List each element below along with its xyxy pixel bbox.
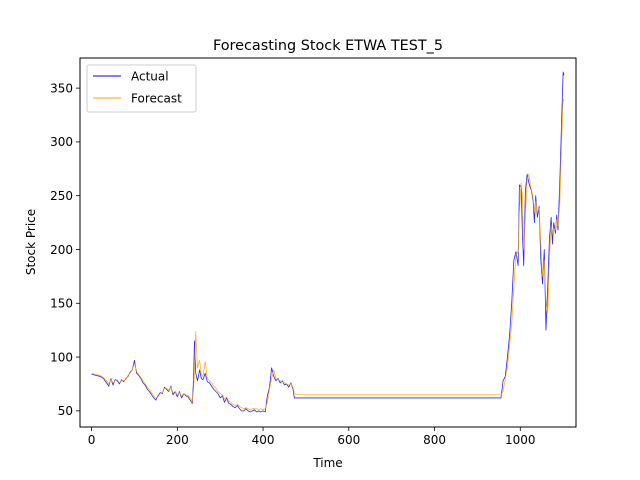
- x-tick-label: 800: [423, 433, 446, 447]
- y-tick-label: 150: [50, 297, 73, 311]
- x-tick-label: 0: [88, 433, 96, 447]
- y-tick-label: 50: [58, 404, 73, 418]
- y-tick-label: 200: [50, 243, 73, 257]
- y-tick-label: 100: [50, 350, 73, 364]
- legend-label-actual: Actual: [131, 70, 169, 84]
- legend: Actual Forecast: [86, 64, 197, 113]
- x-axis: 0 200 400 600 800 1000: [88, 427, 536, 447]
- x-tick-label: 1000: [505, 433, 536, 447]
- y-tick-label: 250: [50, 189, 73, 203]
- x-axis-label: Time: [312, 456, 342, 470]
- series-layer: [91, 71, 565, 413]
- legend-label-forecast: Forecast: [131, 92, 182, 106]
- y-axis-label: Stock Price: [24, 209, 38, 275]
- x-tick-label: 400: [252, 433, 275, 447]
- chart-title: Forecasting Stock ETWA TEST_5: [213, 38, 443, 54]
- x-tick-label: 600: [337, 433, 360, 447]
- y-tick-label: 300: [50, 135, 73, 149]
- plot-frame: [79, 57, 577, 428]
- x-tick-label: 200: [166, 433, 189, 447]
- legend-frame: [86, 64, 197, 113]
- y-tick-label: 350: [50, 81, 73, 95]
- plot-area: [79, 57, 577, 428]
- series-line-forecast: [91, 98, 565, 411]
- y-axis: 50 100 150 200 250 300 350: [50, 81, 80, 418]
- series-line-actual: [91, 71, 565, 413]
